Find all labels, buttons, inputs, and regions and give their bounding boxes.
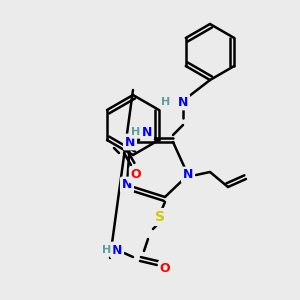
Text: N: N [183,169,193,182]
Text: H: H [131,127,141,137]
Text: N: N [112,244,122,256]
Text: N: N [178,95,188,109]
Text: H: H [102,245,112,255]
Text: N: N [142,125,152,139]
Text: N: N [122,178,132,191]
Text: O: O [160,262,170,275]
Text: H: H [161,97,171,107]
Text: N: N [125,136,135,148]
Text: O: O [131,169,141,182]
Text: S: S [155,210,165,224]
